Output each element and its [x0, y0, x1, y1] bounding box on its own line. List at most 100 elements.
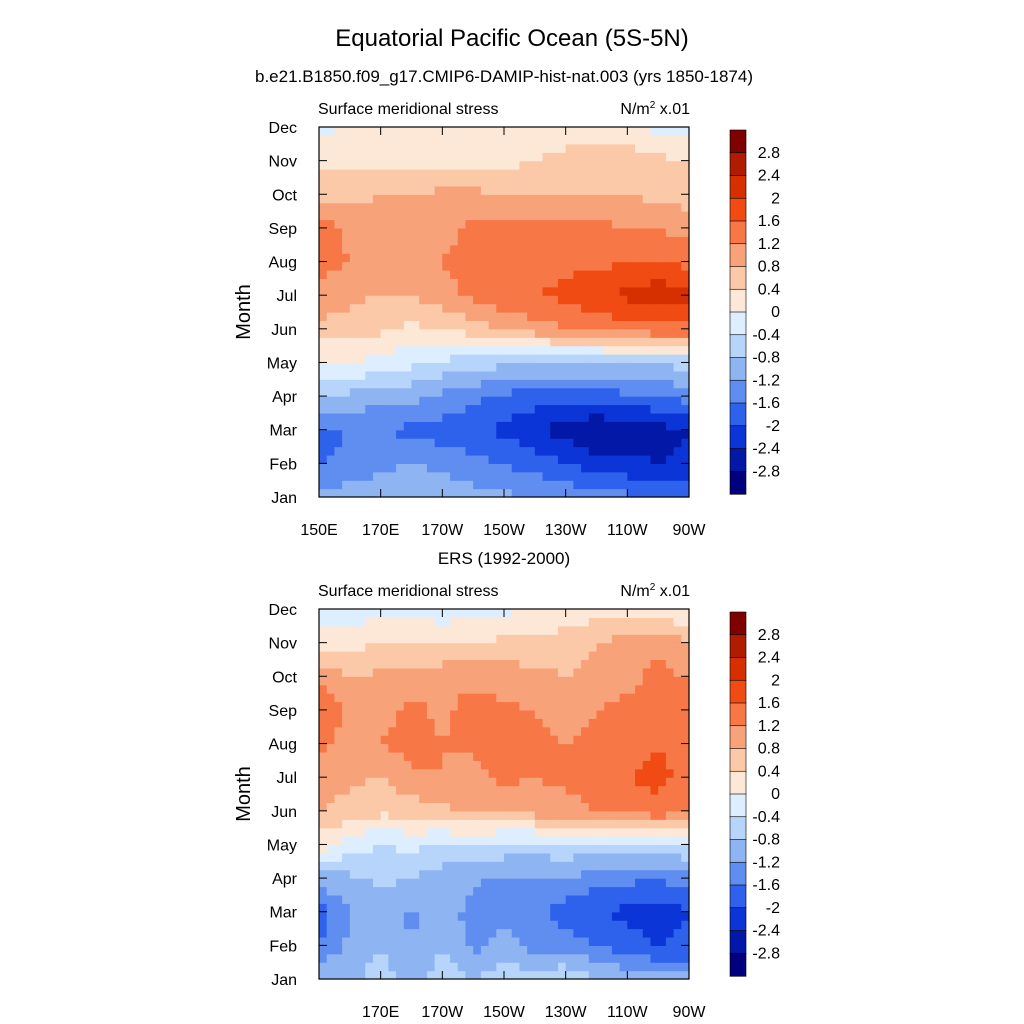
heatmap-cell	[665, 312, 675, 322]
heatmap-cell	[557, 676, 567, 686]
heatmap-cell	[519, 676, 528, 686]
heatmap-cell	[319, 802, 328, 812]
heatmap-cell	[465, 810, 474, 820]
heatmap-cell	[426, 354, 436, 364]
heatmap-cell	[488, 735, 497, 745]
heatmap-cell	[326, 634, 336, 644]
heatmap-cell	[319, 609, 328, 619]
heatmap-cell	[642, 312, 652, 322]
heatmap-cell	[450, 438, 459, 448]
heatmap-cell	[380, 651, 389, 661]
heatmap-cell	[488, 169, 497, 179]
heatmap-cell	[342, 135, 351, 145]
heatmap-cell	[357, 953, 366, 963]
heatmap-cell	[411, 337, 420, 347]
heatmap-cell	[488, 219, 497, 229]
heatmap-cell	[380, 802, 389, 812]
heatmap-cell	[511, 253, 521, 263]
heatmap-cell	[504, 659, 513, 669]
colorbar-label: -2.4	[752, 923, 780, 940]
heatmap-cell	[380, 211, 389, 221]
heatmap-cell	[604, 454, 613, 464]
heatmap-cell	[596, 312, 605, 322]
heatmap-cell	[527, 911, 536, 921]
heatmap-cell	[342, 886, 351, 896]
heatmap-cell	[627, 438, 636, 448]
heatmap-cell	[611, 751, 621, 761]
heatmap-cell	[635, 928, 644, 938]
heatmap-cell	[565, 676, 574, 686]
heatmap-cell	[627, 404, 636, 414]
heatmap-cell	[380, 625, 389, 635]
heatmap-cell	[396, 777, 405, 787]
heatmap-cell	[450, 143, 459, 153]
heatmap-cell	[442, 244, 451, 254]
heatmap-cell	[550, 185, 559, 195]
heatmap-cell	[619, 785, 628, 795]
heatmap-cell	[442, 886, 451, 896]
heatmap-cell	[581, 701, 590, 711]
heatmap-cell	[619, 169, 628, 179]
heatmap-cell	[334, 802, 343, 812]
heatmap-cell	[388, 328, 397, 338]
heatmap-cell	[650, 253, 659, 263]
heatmap-cell	[380, 227, 389, 237]
heatmap-cell	[658, 726, 667, 736]
heatmap-cell	[496, 936, 505, 946]
heatmap-cell	[557, 936, 567, 946]
heatmap-cell	[665, 819, 675, 829]
heatmap-cell	[550, 404, 559, 414]
figure-subtitle: b.e21.B1850.f09_g17.CMIP6-DAMIP-hist-nat…	[255, 67, 753, 86]
heatmap-cell	[504, 219, 513, 229]
colorbar-label: -1.2	[752, 372, 780, 389]
heatmap-cell	[557, 869, 567, 879]
heatmap-cell	[450, 429, 459, 439]
heatmap-cell	[519, 894, 528, 904]
heatmap-cell	[650, 928, 659, 938]
heatmap-cell	[342, 751, 351, 761]
heatmap-cell	[426, 202, 436, 212]
heatmap-cell	[434, 903, 443, 913]
heatmap-cell	[557, 743, 567, 753]
heatmap-cell	[650, 735, 659, 745]
heatmap-cell	[511, 634, 521, 644]
heatmap-cell	[473, 328, 482, 338]
heatmap-cell	[511, 185, 521, 195]
heatmap-cell	[403, 785, 413, 795]
heatmap-cell	[465, 295, 474, 305]
heatmap-cell	[465, 253, 474, 263]
colorbar-label: 0	[771, 786, 780, 803]
heatmap-cell	[388, 827, 397, 837]
heatmap-cell	[565, 810, 574, 820]
heatmap-cell	[357, 642, 366, 652]
heatmap-cell	[611, 819, 621, 829]
heatmap-cell	[473, 261, 482, 271]
heatmap-cell	[496, 328, 505, 338]
heatmap-cell	[673, 354, 682, 364]
heatmap-cell	[450, 794, 459, 804]
heatmap-cell	[665, 202, 675, 212]
heatmap-cell	[388, 412, 397, 422]
heatmap-cell	[642, 625, 652, 635]
heatmap-cell	[511, 454, 521, 464]
heatmap-cell	[319, 684, 328, 694]
heatmap-cell	[504, 634, 513, 644]
heatmap-cell	[457, 642, 467, 652]
heatmap-cell	[450, 244, 459, 254]
heatmap-cell	[496, 253, 505, 263]
heatmap-cell	[496, 751, 505, 761]
heatmap-cell	[480, 446, 490, 456]
heatmap-cell	[511, 810, 521, 820]
heatmap-cell	[465, 827, 474, 837]
heatmap-cell	[581, 869, 590, 879]
heatmap-cell	[365, 244, 374, 254]
heatmap-cell	[658, 861, 667, 871]
heatmap-cell	[434, 735, 443, 745]
heatmap-cell	[658, 852, 667, 862]
heatmap-cell	[550, 953, 559, 963]
heatmap-cell	[534, 894, 544, 904]
heatmap-cell	[673, 642, 682, 652]
heatmap-cell	[604, 345, 613, 355]
heatmap-cell	[604, 236, 613, 246]
heatmap-cell	[504, 370, 513, 380]
